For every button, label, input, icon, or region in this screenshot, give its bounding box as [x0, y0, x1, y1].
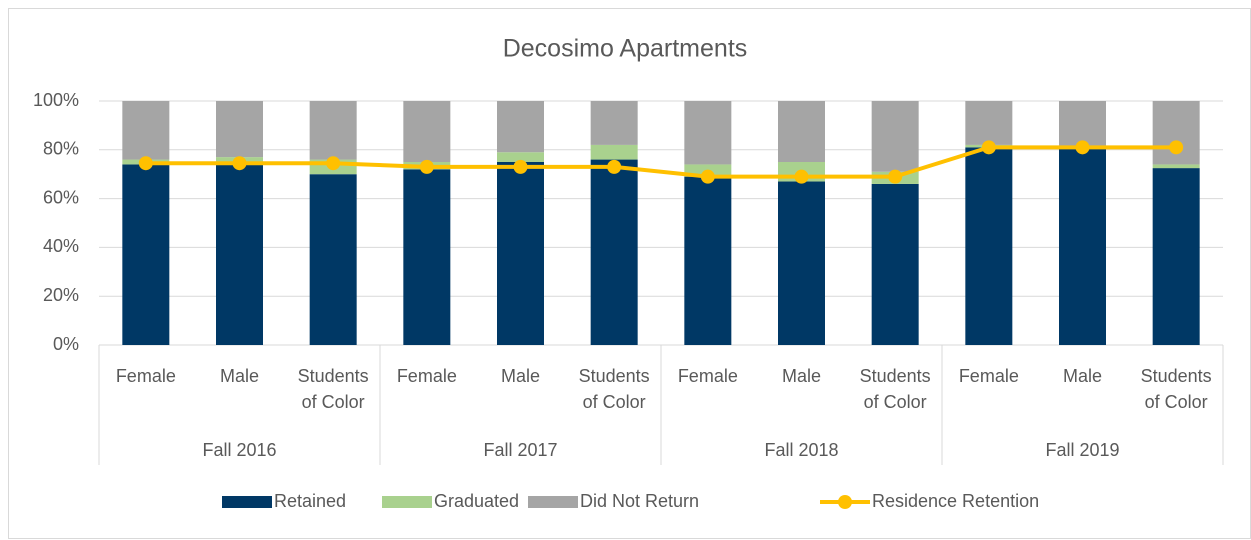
- y-tick-label: 20%: [43, 285, 79, 305]
- x-tick-label: Students of Color: [1140, 366, 1212, 412]
- bar-segment: [403, 169, 451, 345]
- line-marker: [794, 169, 809, 184]
- line: [145, 145, 1177, 179]
- bar-segment: [497, 152, 544, 162]
- legend-swatch: [222, 496, 272, 508]
- bar-segment: [965, 147, 1013, 345]
- x-tick-label: Male: [1062, 366, 1102, 386]
- group-label: Fall 2019: [1045, 440, 1119, 460]
- y-tick-label: 100%: [33, 90, 79, 110]
- bar-segment: [684, 176, 732, 345]
- bar-segment: [1152, 164, 1200, 169]
- x-tick-label: Male: [500, 366, 540, 386]
- legend-marker: [838, 495, 852, 509]
- group-label: Fall 2018: [764, 440, 838, 460]
- line-marker: [607, 159, 622, 174]
- bar-segment: [1059, 101, 1106, 148]
- legend-swatch: [528, 496, 578, 508]
- group-label: Fall 2017: [483, 440, 557, 460]
- bar-segment: [1059, 147, 1106, 345]
- x-tick-label: Students of Color: [859, 366, 931, 412]
- line-marker: [1075, 140, 1090, 155]
- bar-segment: [590, 101, 638, 145]
- x-tick-label: Students of Color: [297, 366, 369, 412]
- x-tick-label: Male: [219, 366, 259, 386]
- bar-segment: [778, 181, 825, 345]
- bar-segment: [590, 159, 638, 345]
- bar-segment: [497, 101, 544, 153]
- bar-segment: [1152, 168, 1200, 345]
- bar-segment: [122, 101, 170, 160]
- y-tick-label: 60%: [43, 187, 79, 207]
- legend-label: Retained: [274, 491, 346, 511]
- legend-label: Graduated: [434, 491, 519, 511]
- legend-swatch: [382, 496, 432, 508]
- bar-segment: [684, 101, 732, 165]
- legend-label: Residence Retention: [872, 491, 1039, 511]
- line-marker: [232, 156, 247, 171]
- y-tick-label: 80%: [43, 139, 79, 159]
- bar-segment: [965, 101, 1013, 145]
- bar-segment: [871, 101, 919, 172]
- bar-segment: [309, 101, 357, 160]
- y-tick-label: 0%: [53, 334, 79, 354]
- bar-segment: [216, 101, 263, 158]
- line-marker: [981, 140, 996, 155]
- x-tick-label: Female: [115, 366, 176, 386]
- bar-segment: [497, 162, 544, 345]
- bar-segment: [122, 164, 170, 345]
- bar-segment: [216, 164, 263, 345]
- bar-segment: [403, 101, 451, 162]
- x-tick-label: Male: [781, 366, 821, 386]
- line-marker: [326, 156, 341, 171]
- bar-segment: [871, 183, 919, 345]
- bar-segment: [309, 174, 357, 345]
- bar-segment: [778, 101, 825, 162]
- x-tick-label: Female: [396, 366, 457, 386]
- bar-segment: [1152, 101, 1200, 165]
- x-tick-label: Female: [677, 366, 738, 386]
- line-marker: [138, 156, 153, 171]
- chart-title: Decosimo Apartments: [503, 35, 748, 63]
- y-tick-label: 40%: [43, 236, 79, 256]
- x-tick-label: Female: [958, 366, 1019, 386]
- line-marker: [419, 159, 434, 174]
- bar-segment: [590, 144, 638, 160]
- line-marker: [700, 169, 715, 184]
- x-tick-label: Students of Color: [578, 366, 650, 412]
- line-marker: [888, 169, 903, 184]
- group-label: Fall 2016: [202, 440, 276, 460]
- line-marker: [513, 159, 528, 174]
- legend-label: Did Not Return: [580, 491, 699, 511]
- line-marker: [1169, 140, 1184, 155]
